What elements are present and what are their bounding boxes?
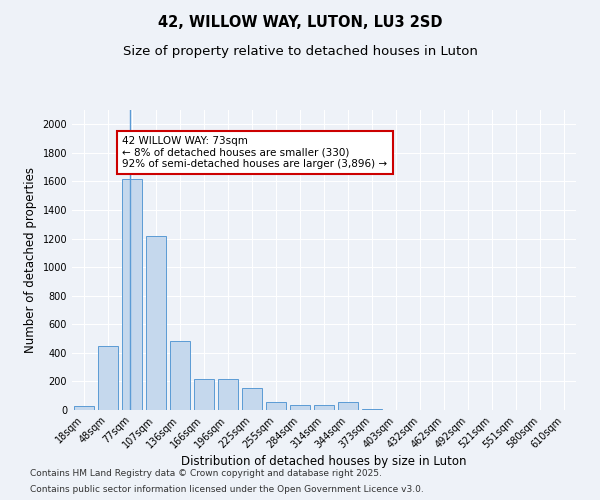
Bar bbox=[74, 406, 94, 410]
Bar bbox=[218, 380, 238, 410]
Text: 42 WILLOW WAY: 73sqm
← 8% of detached houses are smaller (330)
92% of semi-detac: 42 WILLOW WAY: 73sqm ← 8% of detached ho… bbox=[122, 136, 388, 169]
Bar bbox=[266, 402, 286, 410]
Bar bbox=[290, 405, 310, 410]
Bar bbox=[194, 380, 214, 410]
Bar bbox=[170, 342, 190, 410]
Text: Contains HM Land Registry data © Crown copyright and database right 2025.: Contains HM Land Registry data © Crown c… bbox=[30, 468, 382, 477]
Bar bbox=[314, 405, 334, 410]
Bar bbox=[146, 236, 166, 410]
Bar bbox=[338, 402, 358, 410]
Text: Size of property relative to detached houses in Luton: Size of property relative to detached ho… bbox=[122, 45, 478, 58]
Bar bbox=[98, 346, 118, 410]
Bar bbox=[122, 178, 142, 410]
Bar bbox=[242, 388, 262, 410]
Text: Contains public sector information licensed under the Open Government Licence v3: Contains public sector information licen… bbox=[30, 485, 424, 494]
X-axis label: Distribution of detached houses by size in Luton: Distribution of detached houses by size … bbox=[181, 456, 467, 468]
Y-axis label: Number of detached properties: Number of detached properties bbox=[24, 167, 37, 353]
Text: 42, WILLOW WAY, LUTON, LU3 2SD: 42, WILLOW WAY, LUTON, LU3 2SD bbox=[158, 15, 442, 30]
